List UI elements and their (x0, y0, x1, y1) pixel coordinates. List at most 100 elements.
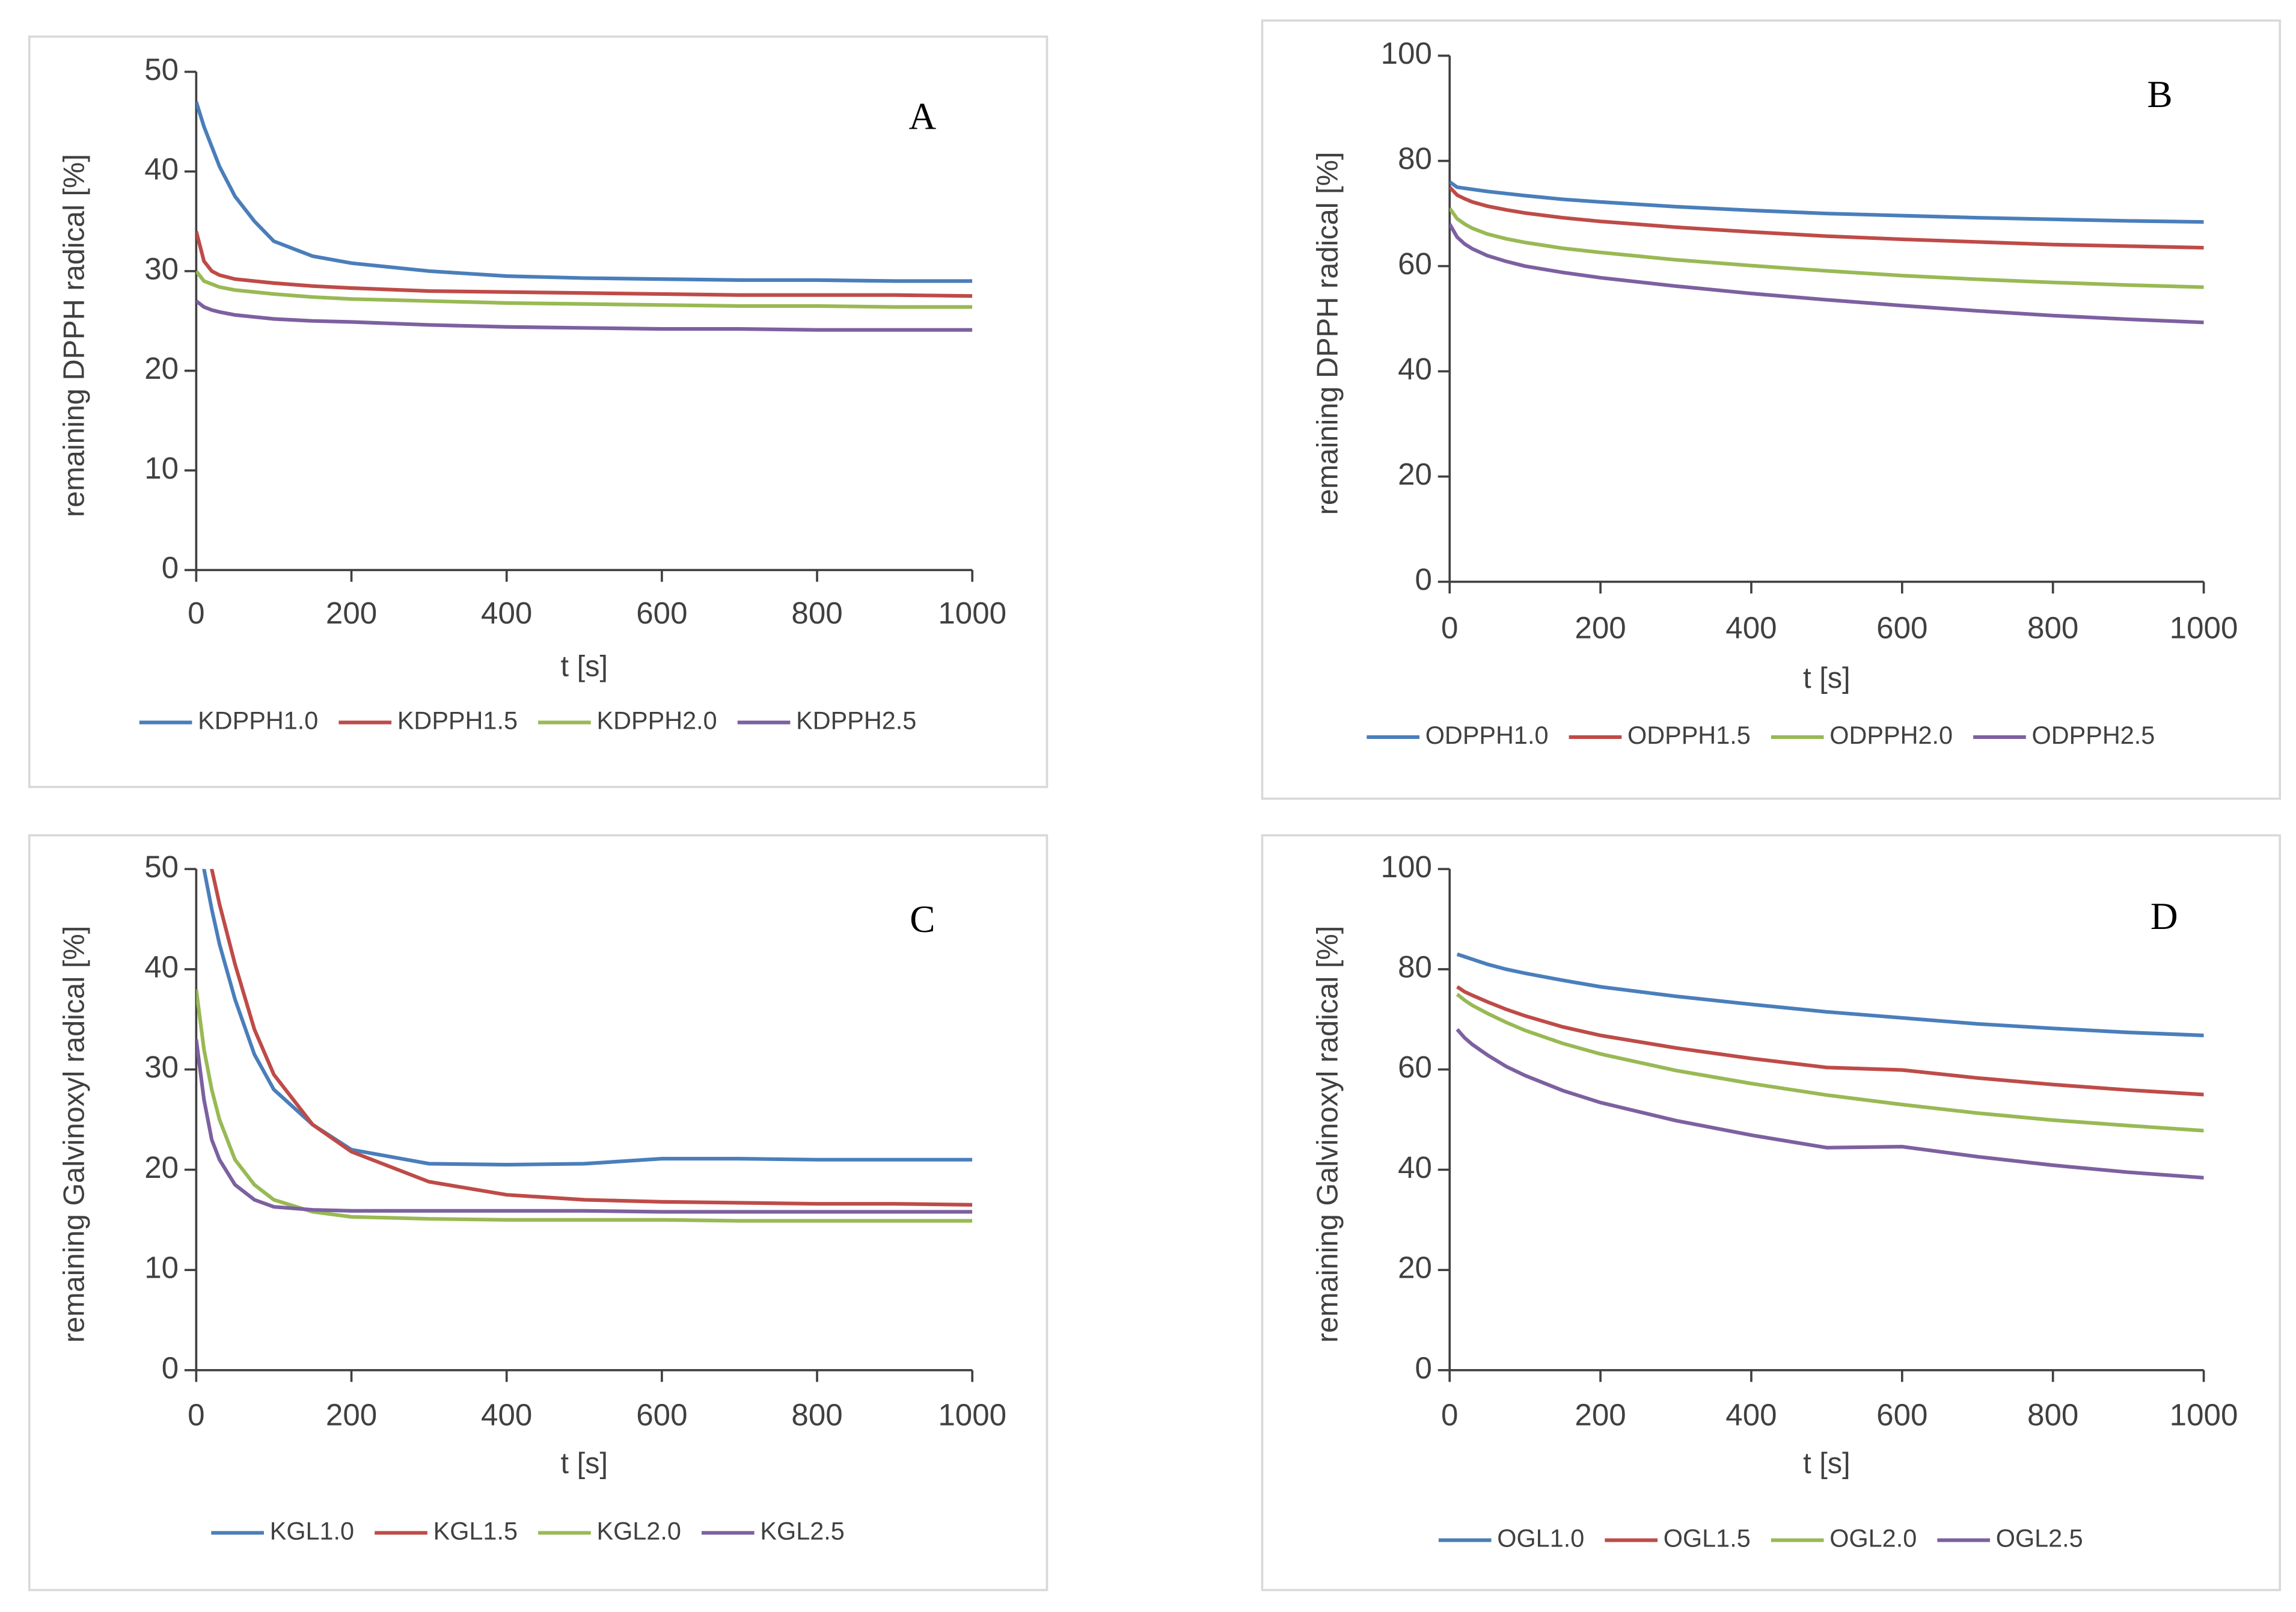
panel-label: B (2147, 73, 2172, 115)
series-line (1456, 985, 2204, 1097)
y-tick-label: 40 (144, 950, 179, 984)
legend-item: OGL1.0 (1438, 1525, 1584, 1552)
legend-label: KGL2.0 (597, 1517, 681, 1545)
series-line (1456, 952, 2204, 1038)
x-tick-label: 200 (326, 596, 377, 630)
legend: KDPPH1.0 KDPPH1.5 KDPPH2.0 KDPPH2.5 (139, 707, 916, 735)
series-line (196, 1039, 973, 1214)
panel-frame (1261, 834, 2282, 1592)
x-tick-label: 400 (481, 1397, 532, 1432)
legend-label: KDPPH1.0 (198, 707, 318, 735)
y-axis-title: remaining Galvinoxyl radical [%] (58, 926, 91, 1343)
y-tick-label: 100 (1381, 850, 1432, 884)
series-line (1450, 207, 2204, 289)
x-tick-label: 800 (2027, 1397, 2078, 1432)
x-tick-label: 1000 (2170, 1397, 2238, 1432)
legend-label: ODPPH2.0 (1829, 722, 1953, 749)
y-tick-label: 60 (1398, 247, 1432, 281)
x-tick-label: 1000 (2170, 611, 2238, 645)
series-line (1456, 1028, 2204, 1180)
legend: ODPPH1.0 ODPPH1.5 ODPPH2.0 ODPPH2.5 (1367, 722, 2155, 749)
panel-label: C (910, 898, 935, 940)
x-tick-label: 600 (636, 1397, 687, 1432)
series-line (1450, 180, 2204, 224)
y-tick-label: 30 (144, 251, 179, 286)
legend-item: OGL1.5 (1605, 1525, 1751, 1552)
x-tick-label: 800 (2027, 611, 2078, 645)
legend-label: KGL2.5 (760, 1517, 844, 1545)
legend-label: KGL1.5 (433, 1517, 518, 1545)
y-tick-label: 50 (144, 850, 179, 884)
x-tick-label: 1000 (938, 596, 1006, 630)
y-tick-label: 0 (1415, 562, 1432, 596)
y-tick-label: 20 (144, 351, 179, 385)
legend-label: KDPPH2.5 (796, 707, 916, 735)
legend-item: KGL2.0 (538, 1517, 681, 1545)
x-tick-label: 400 (481, 596, 532, 630)
legend: OGL1.0 OGL1.5 OGL2.0 OGL2.5 (1438, 1525, 2083, 1552)
panel-label: A (909, 95, 937, 137)
y-tick-label: 80 (1398, 141, 1432, 176)
x-axis-title: t [s] (561, 1447, 608, 1480)
x-tick-label: 600 (1876, 611, 1927, 645)
y-tick-label: 10 (144, 1251, 179, 1285)
y-tick-label: 40 (1398, 352, 1432, 386)
x-tick-label: 0 (188, 1397, 204, 1432)
y-tick-label: 60 (1398, 1050, 1432, 1084)
x-tick-label: 0 (188, 596, 204, 630)
legend-label: ODPPH1.0 (1425, 722, 1549, 749)
y-axis-title: remaining DPPH radical [%] (1311, 152, 1344, 515)
y-tick-label: 0 (162, 1350, 179, 1385)
legend-label: OGL2.0 (1829, 1525, 1917, 1552)
series-line (196, 101, 973, 283)
legend-item: OGL2.5 (1937, 1525, 2083, 1552)
plot-area (1456, 952, 2204, 1180)
legend-label: KDPPH1.5 (397, 707, 518, 735)
x-tick-label: 200 (326, 1397, 377, 1432)
x-axis-title: t [s] (1803, 1447, 1850, 1480)
x-tick-label: 600 (1876, 1397, 1927, 1432)
y-tick-label: 40 (1398, 1150, 1432, 1184)
legend-item: ODPPH1.5 (1569, 722, 1751, 749)
legend-label: OGL2.5 (1996, 1525, 2083, 1552)
legend-item: OGL2.0 (1771, 1525, 1917, 1552)
y-tick-label: 100 (1381, 36, 1432, 70)
x-tick-label: 400 (1725, 1397, 1777, 1432)
y-tick-label: 40 (144, 152, 179, 186)
y-tick-label: 80 (1398, 950, 1432, 984)
legend-item: ODPPH2.0 (1771, 722, 1953, 749)
legend-label: ODPPH2.5 (2032, 722, 2155, 749)
x-tick-label: 200 (1575, 1397, 1626, 1432)
y-tick-label: 0 (162, 551, 179, 585)
x-tick-label: 400 (1725, 611, 1777, 645)
chart-panel: 0 10 20 30 40 50 0 200 400 600 800 1000 t [s] remaini… (28, 834, 1049, 1592)
x-tick-label: 0 (1441, 611, 1458, 645)
x-tick-label: 1000 (938, 1397, 1006, 1432)
panel-frame (1261, 19, 2282, 800)
legend-item: KGL2.5 (701, 1517, 845, 1545)
series-line (196, 299, 973, 332)
panel-frame (28, 35, 1049, 788)
x-tick-label: 200 (1575, 611, 1626, 645)
legend-item: KDPPH1.5 (338, 707, 518, 735)
legend-item: ODPPH1.0 (1367, 722, 1548, 749)
legend-item: ODPPH2.5 (1973, 722, 2155, 749)
legend-label: OGL1.0 (1497, 1525, 1584, 1552)
series-line (1450, 223, 2204, 325)
legend-item: KGL1.5 (375, 1517, 518, 1545)
legend: KGL1.0 KGL1.5 KGL2.0 KGL2.5 (211, 1517, 845, 1545)
series-line (196, 988, 973, 1223)
y-tick-label: 20 (1398, 457, 1432, 491)
legend-item: KDPPH2.5 (737, 707, 916, 735)
legend-label: KGL1.0 (270, 1517, 354, 1545)
legend-item: KDPPH2.0 (538, 707, 717, 735)
series-line (210, 869, 973, 1207)
y-tick-label: 20 (144, 1150, 179, 1184)
series-line (1456, 993, 2204, 1133)
y-tick-label: 20 (1398, 1251, 1432, 1285)
plot-area (196, 869, 973, 1223)
x-axis-title: t [s] (561, 650, 608, 682)
y-tick-label: 10 (144, 451, 179, 485)
